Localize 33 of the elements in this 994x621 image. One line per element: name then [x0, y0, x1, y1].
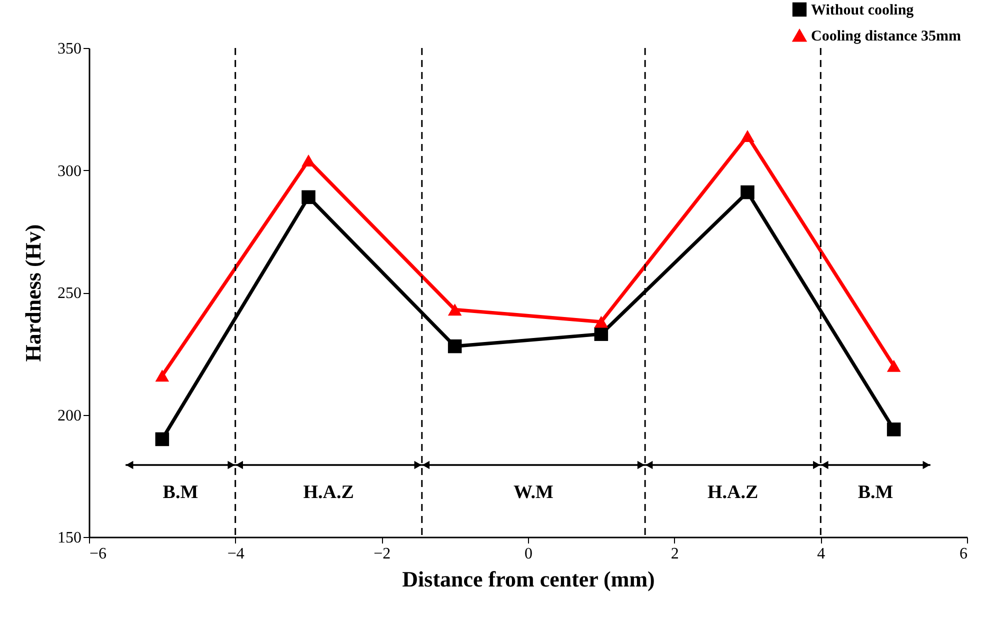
- y-tick-label: 350: [58, 40, 82, 58]
- x-axis-title: Distance from center (mm): [402, 566, 655, 592]
- y-axis-title: Hardness (Hv): [20, 224, 46, 362]
- y-tick-label: 300: [58, 162, 82, 180]
- y-tick-label: 200: [58, 407, 82, 424]
- x-tick-label: −4: [227, 546, 244, 562]
- point: [594, 327, 608, 341]
- y-tick-label: 250: [58, 285, 82, 302]
- annotation: H.A.Z: [708, 482, 758, 503]
- point: [886, 360, 901, 372]
- x-tick-label: 0: [524, 546, 532, 562]
- point: [155, 370, 170, 382]
- point: [740, 185, 754, 200]
- annotation: B.M: [162, 482, 198, 503]
- point: [302, 190, 316, 204]
- x-tick-label: 2: [670, 546, 679, 562]
- y-tick-label: 150: [58, 530, 82, 546]
- legend-label: Without cooling: [811, 2, 914, 18]
- point: [740, 130, 754, 142]
- x-tick-label: −6: [90, 546, 107, 562]
- point: [448, 339, 462, 354]
- point: [886, 422, 901, 436]
- x-tick-label: −2: [374, 546, 391, 562]
- point: [448, 304, 462, 316]
- point: [155, 432, 170, 446]
- annotation: W.M: [514, 482, 554, 503]
- x-tick-label: 6: [960, 546, 968, 562]
- annotation: B.M: [858, 482, 894, 503]
- legend-label: Cooling distance 35mm: [811, 28, 962, 44]
- point: [302, 154, 316, 166]
- annotation: H.A.Z: [303, 482, 354, 503]
- point: [594, 316, 608, 328]
- x-tick-label: 4: [817, 546, 826, 562]
